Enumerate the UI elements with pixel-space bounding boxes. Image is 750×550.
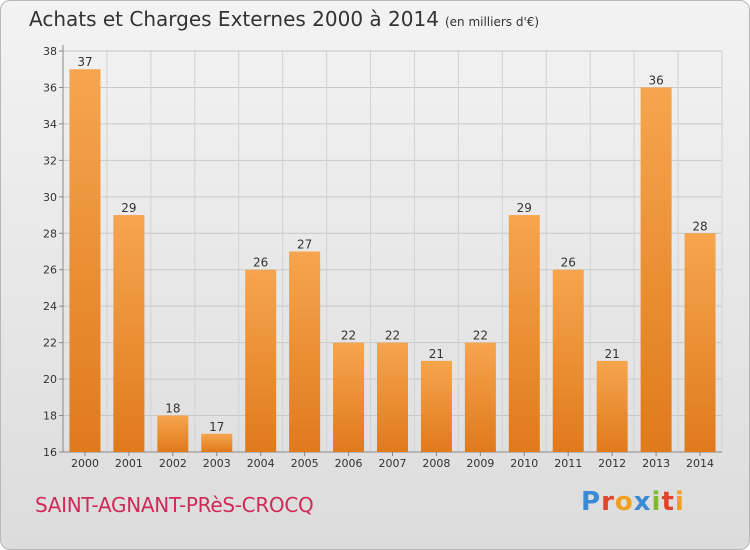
bar-2012 <box>596 360 628 452</box>
bar-2002 <box>157 415 189 452</box>
bar-2003 <box>201 433 233 452</box>
data-label-2014: 28 <box>692 219 707 233</box>
chart-subtitle: (en milliers d'€) <box>444 15 540 29</box>
y-tick-label: 32 <box>43 154 57 167</box>
logo-letter: x <box>633 487 652 517</box>
data-label-2010: 29 <box>517 201 532 215</box>
proxiti-logo: Proxiti <box>581 487 685 517</box>
data-label-2008: 21 <box>429 347 444 361</box>
data-label-2013: 36 <box>648 73 663 87</box>
data-label-2007: 22 <box>385 329 400 343</box>
y-tick-label: 20 <box>43 373 57 386</box>
x-tick-label-2013: 2013 <box>642 457 670 470</box>
chart-title-text: Achats et Charges Externes 2000 à 2014 <box>29 7 439 31</box>
bar-2006 <box>333 342 365 452</box>
data-label-2012: 21 <box>605 347 620 361</box>
x-tick-label-2004: 2004 <box>247 457 275 470</box>
x-tick-label-2006: 2006 <box>335 457 363 470</box>
y-tick-label: 26 <box>43 264 57 277</box>
bar-2008 <box>420 360 452 452</box>
logo-letter: r <box>601 487 615 517</box>
y-tick-label: 34 <box>43 118 57 131</box>
data-label-2004: 26 <box>253 256 268 270</box>
x-tick-label-2007: 2007 <box>379 457 407 470</box>
y-tick-label: 16 <box>43 446 57 459</box>
bar-2013 <box>640 87 672 453</box>
x-tick-label-2005: 2005 <box>291 457 319 470</box>
y-tick-label: 24 <box>43 300 57 313</box>
bar-2010 <box>508 215 540 452</box>
logo-letter: o <box>614 487 634 517</box>
data-label-2009: 22 <box>473 329 488 343</box>
commune-name: SAINT-AGNANT-PRèS-CROCQ <box>35 493 314 517</box>
bar-2004 <box>245 269 277 452</box>
x-tick-label-2002: 2002 <box>159 457 187 470</box>
logo-letter: t <box>661 487 675 517</box>
bars <box>69 69 716 453</box>
y-tick-label: 22 <box>43 337 57 350</box>
y-tick-label: 30 <box>43 191 57 204</box>
x-tick-label-2011: 2011 <box>554 457 582 470</box>
x-tick-label-2001: 2001 <box>115 457 143 470</box>
x-tick-label-2014: 2014 <box>686 457 714 470</box>
bar-2001 <box>113 215 145 452</box>
bar-2000 <box>69 69 101 453</box>
bar-chart: 37 29 18 17 26 27 22 22 21 22 29 26 21 36 28 16 18 20 22 2… <box>43 45 723 470</box>
logo-letter: i <box>674 487 685 517</box>
data-labels: 37 29 18 17 26 27 22 22 21 22 29 26 21 36 28 <box>77 55 707 434</box>
x-tick-label-2000: 2000 <box>71 457 99 470</box>
tick-labels: 16 18 20 22 24 26 28 30 32 34 36 38 2000 2001 2002 2003… <box>43 45 714 470</box>
y-tick-label: 36 <box>43 81 57 94</box>
x-tick-label-2009: 2009 <box>466 457 494 470</box>
bar-2011 <box>552 269 584 452</box>
bar-2009 <box>464 342 496 452</box>
y-tick-label: 18 <box>43 410 57 423</box>
x-tick-label-2003: 2003 <box>203 457 231 470</box>
x-tick-label-2008: 2008 <box>422 457 450 470</box>
data-label-2001: 29 <box>121 201 136 215</box>
x-tick-label-2012: 2012 <box>598 457 626 470</box>
data-label-2003: 17 <box>209 420 224 434</box>
logo-letter: P <box>581 487 602 517</box>
data-label-2011: 26 <box>561 256 576 270</box>
data-label-2002: 18 <box>165 402 180 416</box>
y-tick-label: 38 <box>43 45 57 58</box>
bar-2007 <box>377 342 408 452</box>
bar-2014 <box>684 233 716 452</box>
y-tick-label: 28 <box>43 227 57 240</box>
bar-2005 <box>289 251 321 452</box>
data-label-2005: 27 <box>297 238 312 252</box>
chart-title: Achats et Charges Externes 2000 à 2014 (e… <box>29 7 539 31</box>
logo-letter: i <box>651 487 662 517</box>
x-tick-label-2010: 2010 <box>510 457 538 470</box>
data-label-2000: 37 <box>77 55 92 69</box>
data-label-2006: 22 <box>341 329 356 343</box>
